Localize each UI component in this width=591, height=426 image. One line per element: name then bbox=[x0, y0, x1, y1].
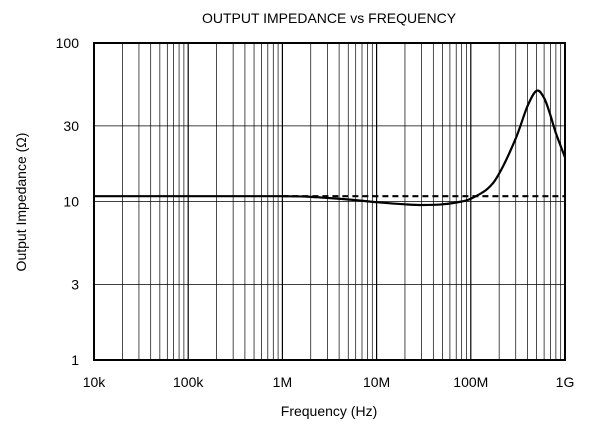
y-tick-label: 3 bbox=[71, 276, 79, 292]
x-tick-label: 1M bbox=[273, 374, 292, 390]
y-tick-label: 1 bbox=[71, 352, 79, 368]
x-tick-label: 10k bbox=[83, 374, 107, 390]
grid-lines bbox=[93, 42, 565, 361]
y-tick-label: 30 bbox=[63, 118, 79, 134]
chart-title: OUTPUT IMPEDANCE vs FREQUENCY bbox=[202, 10, 457, 26]
x-axis-label: Frequency (Hz) bbox=[281, 403, 377, 419]
x-tick-label: 100M bbox=[453, 374, 488, 390]
x-tick-label: 100k bbox=[173, 374, 204, 390]
y-tick-labels: 1 3 10 30 100 bbox=[56, 35, 80, 368]
y-tick-label: 10 bbox=[63, 194, 79, 210]
x-tick-label: 1G bbox=[556, 374, 575, 390]
x-tick-label: 10M bbox=[363, 374, 390, 390]
y-axis-label: Output Impedance (Ω) bbox=[13, 133, 29, 272]
y-tick-label: 100 bbox=[56, 35, 80, 51]
x-tick-labels: 10k 100k 1M 10M 100M 1G bbox=[83, 374, 575, 390]
plot-frame bbox=[93, 42, 566, 361]
solid-series-line bbox=[94, 89, 567, 207]
series-lines bbox=[94, 89, 567, 207]
